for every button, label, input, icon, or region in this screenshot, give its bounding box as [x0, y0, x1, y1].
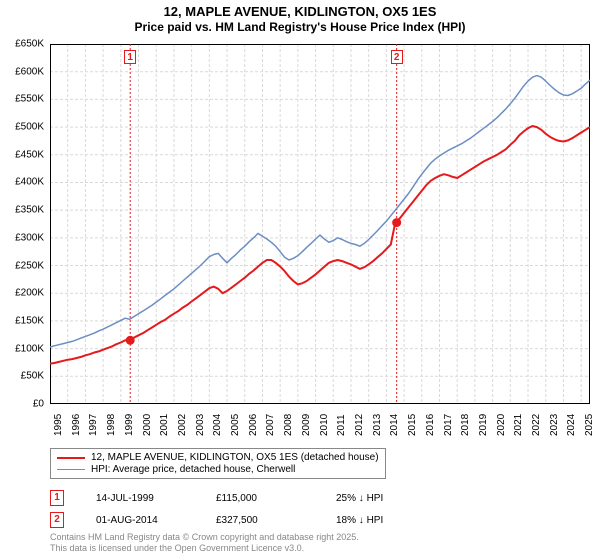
x-tick-label: 2007 [265, 414, 276, 436]
x-tick-label: 2019 [478, 414, 489, 436]
x-tick-label: 2003 [195, 414, 206, 436]
chart-container: 12, MAPLE AVENUE, KIDLINGTON, OX5 1ES Pr… [0, 0, 600, 560]
x-tick-label: 1998 [106, 414, 117, 436]
x-tick-label: 2018 [460, 414, 471, 436]
y-tick-label: £400K [0, 177, 44, 188]
x-tick-label: 2016 [425, 414, 436, 436]
x-tick-label: 2008 [283, 414, 294, 436]
sales-marker-num-0: 1 [50, 490, 64, 506]
legend-box: 12, MAPLE AVENUE, KIDLINGTON, OX5 1ES (d… [50, 448, 386, 479]
y-tick-label: £300K [0, 232, 44, 243]
legend-label-1: HPI: Average price, detached house, Cher… [91, 464, 295, 475]
footer: Contains HM Land Registry data © Crown c… [50, 532, 359, 554]
x-tick-label: 1999 [124, 414, 135, 436]
x-axis-labels: 1995 1996 1997 1998 1999 2000 2001 2002 2003 2004… [50, 406, 590, 446]
legend-row-1: HPI: Average price, detached house, Cher… [57, 464, 379, 475]
sales-date-1: 01-AUG-2014 [96, 515, 216, 526]
y-tick-label: £500K [0, 122, 44, 133]
sales-marker-num-1: 2 [50, 512, 64, 528]
x-tick-label: 2005 [230, 414, 241, 436]
x-tick-label: 2001 [159, 414, 170, 436]
x-tick-label: 2006 [248, 414, 259, 436]
sales-row-0: 1 14-JUL-1999 £115,000 25% ↓ HPI [50, 490, 456, 506]
chart-plot-area [50, 44, 590, 404]
footer-line1: Contains HM Land Registry data © Crown c… [50, 532, 359, 543]
x-tick-label: 2010 [319, 414, 330, 436]
sales-date-0: 14-JUL-1999 [96, 493, 216, 504]
sales-price-0: £115,000 [216, 493, 336, 504]
sale-marker-1: 1 [124, 50, 136, 64]
chart-title-line2: Price paid vs. HM Land Registry's House … [0, 20, 600, 35]
sales-delta-0: 25% ↓ HPI [336, 493, 456, 504]
x-tick-label: 2014 [389, 414, 400, 436]
sales-row-1: 2 01-AUG-2014 £327,500 18% ↓ HPI [50, 512, 456, 528]
x-tick-label: 2013 [372, 414, 383, 436]
x-tick-label: 2009 [301, 414, 312, 436]
x-tick-label: 1997 [88, 414, 99, 436]
x-tick-label: 2024 [566, 414, 577, 436]
x-tick-label: 2022 [531, 414, 542, 436]
y-tick-label: £600K [0, 66, 44, 77]
x-tick-label: 2025 [584, 414, 595, 436]
sales-delta-1: 18% ↓ HPI [336, 515, 456, 526]
legend-swatch-0 [57, 457, 85, 459]
x-tick-label: 2017 [443, 414, 454, 436]
sale-marker-2: 2 [391, 50, 403, 64]
y-tick-label: £100K [0, 343, 44, 354]
y-tick-label: £550K [0, 94, 44, 105]
x-tick-label: 1996 [71, 414, 82, 436]
legend-label-0: 12, MAPLE AVENUE, KIDLINGTON, OX5 1ES (d… [91, 452, 379, 463]
x-tick-label: 2011 [336, 414, 347, 436]
y-tick-label: £450K [0, 149, 44, 160]
x-tick-label: 1995 [53, 414, 64, 436]
sales-price-1: £327,500 [216, 515, 336, 526]
chart-title-block: 12, MAPLE AVENUE, KIDLINGTON, OX5 1ES Pr… [0, 0, 600, 35]
y-tick-label: £650K [0, 39, 44, 50]
x-tick-label: 2002 [177, 414, 188, 436]
x-tick-label: 2000 [142, 414, 153, 436]
x-tick-label: 2023 [549, 414, 560, 436]
y-tick-label: £350K [0, 205, 44, 216]
x-tick-label: 2021 [513, 414, 524, 436]
footer-line2: This data is licensed under the Open Gov… [50, 543, 359, 554]
y-tick-label: £200K [0, 288, 44, 299]
y-tick-label: £250K [0, 260, 44, 271]
legend-swatch-1 [57, 469, 85, 470]
y-tick-label: £0 [0, 399, 44, 410]
sales-table: 1 14-JUL-1999 £115,000 25% ↓ HPI 2 01-AU… [50, 490, 456, 534]
x-tick-label: 2012 [354, 414, 365, 436]
legend-row-0: 12, MAPLE AVENUE, KIDLINGTON, OX5 1ES (d… [57, 452, 379, 463]
y-tick-label: £150K [0, 315, 44, 326]
x-tick-label: 2004 [212, 414, 223, 436]
y-tick-label: £50K [0, 371, 44, 382]
x-tick-label: 2015 [407, 414, 418, 436]
x-tick-label: 2020 [496, 414, 507, 436]
y-axis-labels: £0£50K£100K£150K£200K£250K£300K£350K£400… [0, 44, 48, 404]
chart-title-line1: 12, MAPLE AVENUE, KIDLINGTON, OX5 1ES [0, 4, 600, 20]
chart-svg [50, 44, 590, 404]
